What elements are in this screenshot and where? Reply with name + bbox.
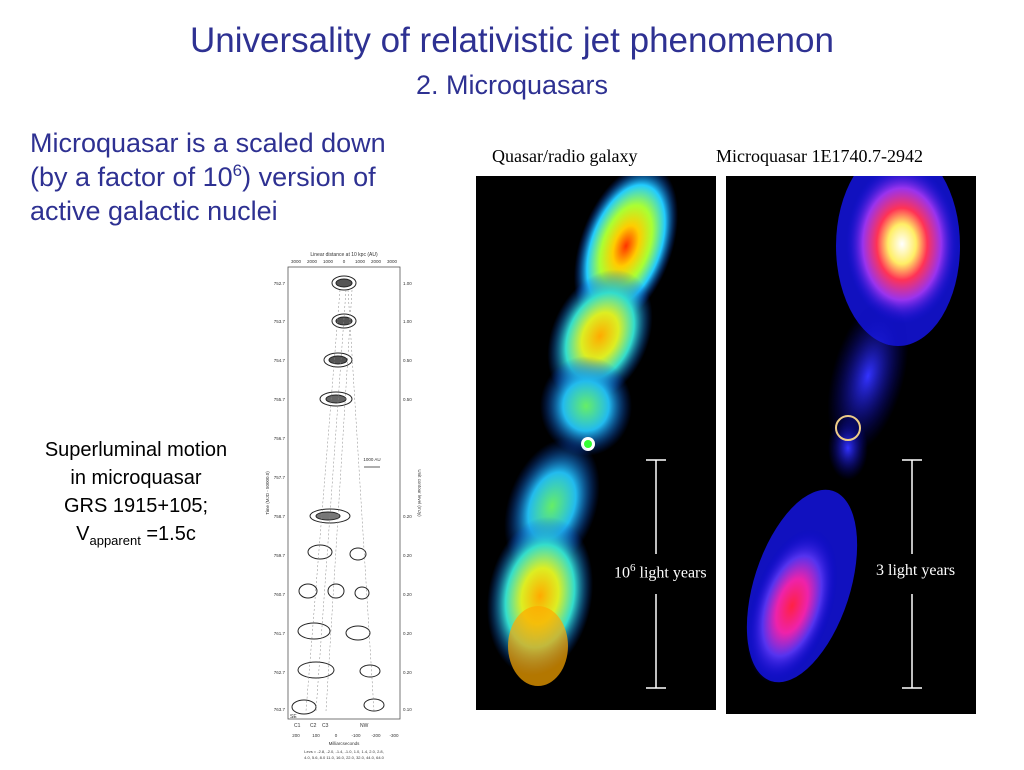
quasar-jet-image <box>486 176 679 689</box>
top-tick: 1000 <box>323 259 334 264</box>
right-label: 0.10 <box>403 707 412 712</box>
x-tick: -100 <box>351 733 361 738</box>
time-label: 754.7 <box>274 358 286 363</box>
slide-title: Universality of relativistic jet phenome… <box>190 21 834 60</box>
component-label: C3 <box>322 723 329 729</box>
top-tick: 3000 <box>387 259 398 264</box>
radio-map-right-labels: 1.00 1.00 0.50 0.50 0.20 0.20 0.20 0.20 … <box>403 281 412 712</box>
top-tick: 2000 <box>371 259 382 264</box>
time-label: 757.7 <box>274 475 286 480</box>
time-label: 758.7 <box>274 514 286 519</box>
quasar-scale-text: light years <box>635 564 707 582</box>
caption-line3: GRS 1915+105; <box>64 495 208 517</box>
contour-blobs <box>291 275 385 715</box>
caption: Superluminal motion in microquasar GRS 1… <box>10 436 262 548</box>
right-label: 0.20 <box>403 631 412 636</box>
left-axis-label: Time (MJD - 50000.0) <box>265 471 270 515</box>
velocity-value: =1.5c <box>140 523 196 545</box>
right-label: 0.20 <box>403 670 412 675</box>
slide-subtitle: 2. Microquasars <box>415 70 609 100</box>
component-label: C2 <box>310 723 317 729</box>
time-label: 755.7 <box>274 397 286 402</box>
radio-map-top-ticks: 3000 2000 1000 0 1000 2000 3000 <box>291 259 398 264</box>
right-label: 0.20 <box>403 553 412 558</box>
right-axis-label: Unit contour level (mJy) <box>417 469 422 517</box>
radio-map-svg: Linear distance at 10 kpc (AU) 3000 2000… <box>258 245 428 765</box>
right-label: 0.50 <box>403 358 412 363</box>
right-label: 1.00 <box>403 281 412 286</box>
x-axis-label: Milliarcseconds <box>329 741 361 746</box>
right-label: 0.20 <box>403 514 412 519</box>
main-text-part1: Microquasar is a scaled down (by a facto… <box>30 128 386 192</box>
time-label: 753.7 <box>274 319 286 324</box>
main-text-exponent: 6 <box>232 161 243 180</box>
right-label: 0.50 <box>403 397 412 402</box>
right-label: 0.20 <box>403 592 412 597</box>
microquasar-panel: 3 light years <box>726 176 976 714</box>
quasar-panel: 106 light years <box>476 176 716 710</box>
radio-map-time-labels: 752.7 753.7 754.7 755.7 756.7 757.7 758.… <box>274 281 286 712</box>
levels-line2: 4.0, 5.6, 8.0 11.0, 16.0, 22.0, 32.0, 44… <box>304 755 385 760</box>
main-text: Microquasar is a scaled down (by a facto… <box>30 126 430 228</box>
top-tick: 0 <box>343 259 346 264</box>
caption-line2: in microquasar <box>70 467 202 489</box>
component-label: NW <box>360 723 369 729</box>
quasar-scale-base: 10 <box>614 564 630 582</box>
top-tick: 3000 <box>291 259 302 264</box>
microquasar-panel-title: Microquasar 1E1740.7-2942 <box>716 146 923 166</box>
caption-velocity: Vapparent =1.5c <box>10 520 262 548</box>
component-labels: C1 C2 C3 NW SE <box>290 714 369 729</box>
velocity-symbol: V <box>76 523 90 545</box>
top-tick: 2000 <box>307 259 318 264</box>
radio-map-figure: Linear distance at 10 kpc (AU) 3000 2000… <box>258 245 428 765</box>
main-text-part2: ) version of active galactic nuclei <box>30 162 376 226</box>
microquasar-jet-image <box>746 176 960 689</box>
velocity-subscript: apparent <box>89 533 141 548</box>
x-tick: 100 <box>312 733 320 738</box>
x-tick: -300 <box>389 733 399 738</box>
microquasar-scale-label: 3 light years <box>876 562 956 579</box>
caption-line1: Superluminal motion <box>44 439 228 461</box>
scale-bar-label: 1000 AU <box>363 457 380 462</box>
quasar-panel-title: Quasar/radio galaxy <box>492 146 638 166</box>
quasar-scale-label: 106 light years <box>614 562 707 582</box>
time-label: 759.7 <box>274 553 286 558</box>
time-label: 752.7 <box>274 281 286 286</box>
right-label: 1.00 <box>403 319 412 324</box>
component-label: C1 <box>294 723 301 729</box>
time-label: 756.7 <box>274 436 286 441</box>
x-tick: 200 <box>292 733 300 738</box>
top-tick: 1000 <box>355 259 366 264</box>
radio-map-header: Linear distance at 10 kpc (AU) <box>310 252 378 258</box>
time-label: 760.7 <box>274 592 286 597</box>
time-label: 763.7 <box>274 707 286 712</box>
x-tick: 0 <box>335 733 338 738</box>
time-label: 761.7 <box>274 631 286 636</box>
time-label: 762.7 <box>274 670 286 675</box>
component-label: SE <box>290 714 297 720</box>
x-ticks: 200 100 0 -100 -200 -300 <box>292 733 399 738</box>
quasar-scale-exp: 6 <box>630 562 636 574</box>
x-tick: -200 <box>371 733 381 738</box>
levels-line1: Levs = -2.8, -2.0, -1.4, -1.0, 1.0, 1.4,… <box>304 749 384 754</box>
